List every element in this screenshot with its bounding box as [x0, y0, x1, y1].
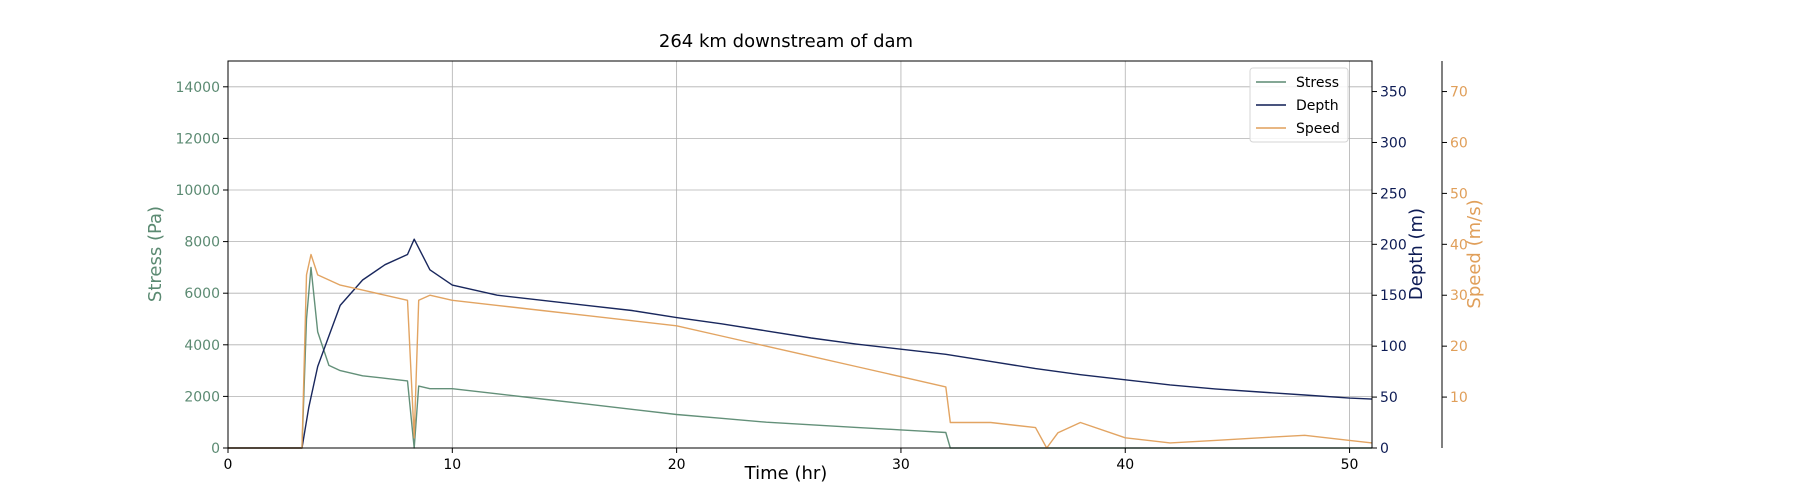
series-line-speed — [228, 253, 1373, 449]
speed-tick-label: 60 — [1450, 135, 1468, 151]
legend-box — [1249, 67, 1349, 143]
stress-tick-label: 4000 — [184, 338, 220, 354]
y-axis-label-speed: Speed (m/s) — [1464, 199, 1485, 308]
plot-frame — [227, 60, 1373, 449]
x-tick-label: 50 — [1341, 457, 1359, 473]
depth-tick-label: 150 — [1380, 288, 1407, 304]
x-tick-label: 10 — [443, 457, 461, 473]
depth-tick-label: 300 — [1380, 135, 1407, 151]
stress-tick-label: 2000 — [184, 389, 220, 405]
x-tick-label: 20 — [668, 457, 686, 473]
axes-layer: 0 10 20 30 40 5002000400060008000100001200014… — [175, 60, 1468, 473]
speed-tick-label: 40 — [1450, 237, 1468, 253]
grid-layer — [227, 61, 1372, 449]
speed-tick-label: 50 — [1450, 186, 1468, 202]
x-axis-label: Time (hr) — [744, 463, 828, 484]
x-tick-label: 40 — [1116, 457, 1134, 473]
legend-label: Depth — [1296, 98, 1339, 114]
series-layer — [228, 238, 1373, 449]
depth-tick-label: 50 — [1380, 390, 1398, 406]
depth-tick-label: 200 — [1380, 237, 1407, 253]
y-axis-label-stress: Stress (Pa) — [145, 206, 166, 302]
chart-title: 264 km downstream of dam — [659, 31, 913, 52]
stress-tick-label: 12000 — [175, 131, 220, 147]
speed-tick-label: 70 — [1450, 85, 1468, 101]
legend-label: Stress — [1296, 75, 1339, 91]
series-line-stress — [228, 266, 1372, 449]
depth-tick-label: 250 — [1380, 186, 1407, 202]
depth-tick-label: 0 — [1380, 441, 1389, 457]
stress-tick-label: 6000 — [184, 286, 220, 302]
depth-tick-label: 100 — [1380, 339, 1407, 355]
speed-tick-label: 30 — [1450, 288, 1468, 304]
speed-tick-label: 20 — [1450, 339, 1468, 355]
stress-tick-label: 8000 — [184, 235, 220, 251]
series-line-depth — [228, 238, 1373, 449]
stress-tick-label: 0 — [211, 441, 220, 457]
depth-tick-label: 350 — [1380, 85, 1407, 101]
y-axis-label-depth: Depth (m) — [1406, 208, 1427, 300]
stress-tick-label: 10000 — [175, 183, 220, 199]
legend: Stress Depth Speed — [1249, 67, 1349, 143]
legend-label: Speed — [1296, 121, 1340, 137]
speed-tick-label: 10 — [1450, 390, 1468, 406]
x-tick-label: 30 — [892, 457, 910, 473]
x-tick-label: 0 — [224, 457, 233, 473]
stress-tick-label: 14000 — [175, 80, 220, 96]
